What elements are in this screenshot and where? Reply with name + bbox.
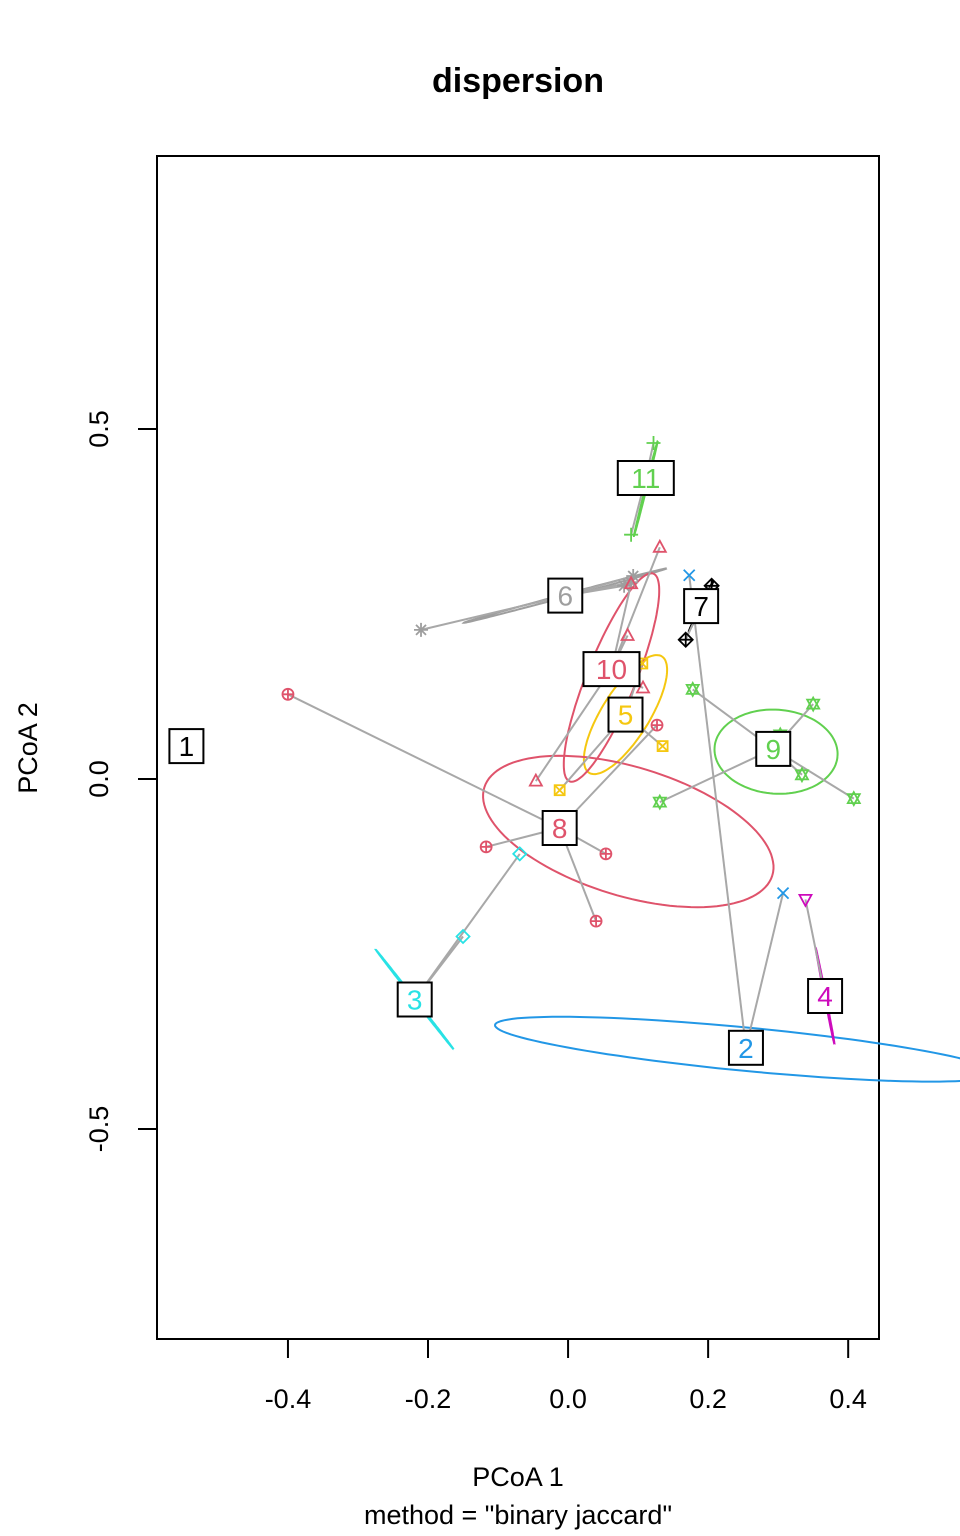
chart-title: dispersion bbox=[432, 62, 604, 100]
data-point bbox=[797, 894, 813, 908]
group-label-box bbox=[396, 981, 433, 1018]
group-label-box bbox=[616, 460, 675, 496]
group-label-text: 1 bbox=[179, 731, 195, 762]
data-point bbox=[685, 681, 701, 698]
ellipse-group-3 bbox=[374, 948, 455, 1051]
x-axis-label: PCoA 1 bbox=[472, 1462, 564, 1492]
data-point bbox=[677, 631, 694, 648]
group-label-7: 7 bbox=[683, 588, 720, 625]
group-label-10: 10 bbox=[582, 651, 641, 688]
group-label-1: 1 bbox=[168, 728, 205, 765]
spider-segment bbox=[610, 546, 661, 670]
data-point bbox=[683, 569, 696, 582]
group-label-text: 5 bbox=[618, 700, 634, 731]
group-label-box bbox=[607, 696, 644, 733]
group-label-3: 3 bbox=[396, 981, 433, 1018]
data-point bbox=[281, 687, 295, 701]
data-point bbox=[652, 538, 668, 553]
data-point bbox=[528, 772, 544, 787]
data-point bbox=[620, 627, 636, 641]
group-label-2: 2 bbox=[727, 1029, 764, 1066]
group-label-text: 10 bbox=[596, 654, 627, 685]
spider-segment bbox=[535, 668, 613, 782]
data-point bbox=[624, 575, 639, 590]
data-point bbox=[846, 790, 862, 807]
data-point bbox=[455, 928, 471, 945]
ellipse-group-2 bbox=[493, 1015, 960, 1083]
x-axis-subtitle: method = "binary jaccard" bbox=[364, 1500, 672, 1530]
spider-segment bbox=[420, 594, 566, 631]
x-tick-label: 0.4 bbox=[829, 1384, 867, 1414]
group-label-text: 8 bbox=[552, 813, 568, 844]
axes-layer: -0.4 -0.2 0.0 0.2 0.4 -0.5 0.0 0.5 bbox=[84, 410, 867, 1414]
data-point bbox=[414, 622, 429, 637]
group-label-box bbox=[755, 730, 792, 767]
spider-segment bbox=[287, 693, 561, 829]
spider-segment bbox=[744, 892, 785, 1049]
x-tick-label: -0.4 bbox=[265, 1384, 312, 1414]
y-tick-label: -0.5 bbox=[84, 1106, 114, 1153]
data-point bbox=[479, 840, 493, 854]
group-label-9: 9 bbox=[755, 730, 792, 767]
data-point bbox=[652, 793, 668, 811]
group-label-text: 3 bbox=[407, 985, 423, 1016]
point-layer bbox=[281, 436, 862, 945]
group-label-text: 6 bbox=[557, 581, 573, 612]
y-axis-label: PCoA 2 bbox=[13, 702, 43, 794]
group-label-8: 8 bbox=[541, 810, 578, 846]
y-tick-label: 0.0 bbox=[84, 760, 114, 798]
group-label-box bbox=[727, 1029, 764, 1066]
x-tick-label: 0.0 bbox=[549, 1384, 587, 1414]
group-label-6: 6 bbox=[547, 577, 584, 614]
data-point bbox=[776, 886, 790, 900]
spider-segment bbox=[659, 747, 774, 804]
ellipse-group-10 bbox=[562, 572, 661, 783]
group-label-box bbox=[168, 728, 205, 765]
group-label-5: 5 bbox=[607, 696, 644, 733]
group-label-text: 11 bbox=[631, 463, 660, 494]
data-point bbox=[511, 846, 528, 862]
y-tick-label: 0.5 bbox=[84, 410, 114, 448]
group-label-box bbox=[582, 651, 641, 688]
data-point bbox=[646, 436, 661, 450]
ellipse-layer bbox=[374, 440, 960, 1083]
label-layer: 1 2 3 4 5 6 7 8 9 10 11 bbox=[168, 460, 844, 1066]
data-point bbox=[805, 695, 821, 713]
group-label-text: 2 bbox=[738, 1033, 754, 1064]
data-point bbox=[656, 740, 669, 752]
group-label-text: 7 bbox=[693, 591, 709, 622]
data-point bbox=[617, 578, 632, 593]
group-label-box bbox=[541, 810, 578, 846]
data-point bbox=[650, 718, 664, 732]
data-point bbox=[599, 847, 613, 861]
x-tick-label: -0.2 bbox=[405, 1384, 452, 1414]
group-label-11: 11 bbox=[616, 460, 675, 496]
data-point bbox=[626, 569, 641, 583]
data-point bbox=[589, 914, 603, 928]
group-label-box bbox=[683, 588, 720, 625]
x-tick-label: 0.2 bbox=[689, 1384, 727, 1414]
group-label-box bbox=[547, 577, 584, 614]
data-point bbox=[624, 527, 639, 542]
spider-segment bbox=[688, 575, 747, 1048]
group-label-text: 9 bbox=[765, 734, 781, 765]
group-label-box bbox=[807, 978, 844, 1014]
group-label-4: 4 bbox=[807, 978, 844, 1014]
group-label-text: 4 bbox=[817, 981, 833, 1012]
data-point bbox=[553, 784, 566, 797]
data-point bbox=[623, 575, 639, 590]
ellipse-group-9 bbox=[713, 708, 839, 795]
data-point bbox=[794, 766, 810, 784]
